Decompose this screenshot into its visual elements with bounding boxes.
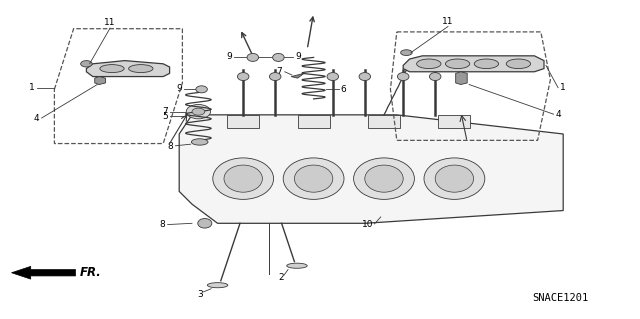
- Text: 7: 7: [276, 67, 282, 76]
- Text: 4: 4: [556, 110, 561, 119]
- FancyBboxPatch shape: [298, 115, 330, 128]
- Text: 9: 9: [296, 52, 301, 61]
- Ellipse shape: [354, 158, 415, 199]
- Polygon shape: [291, 73, 304, 78]
- Text: 8: 8: [167, 142, 173, 151]
- Text: 11: 11: [104, 18, 116, 27]
- Ellipse shape: [327, 73, 339, 81]
- Ellipse shape: [445, 59, 470, 69]
- Ellipse shape: [129, 64, 153, 73]
- Ellipse shape: [294, 165, 333, 192]
- Ellipse shape: [81, 61, 92, 67]
- Text: 9: 9: [177, 84, 182, 93]
- Polygon shape: [86, 61, 170, 77]
- Polygon shape: [95, 77, 106, 85]
- FancyBboxPatch shape: [438, 115, 470, 128]
- Ellipse shape: [207, 283, 228, 288]
- Text: 1: 1: [29, 83, 35, 92]
- Text: 9: 9: [226, 52, 232, 61]
- Ellipse shape: [429, 73, 441, 81]
- Ellipse shape: [284, 158, 344, 199]
- Ellipse shape: [237, 73, 249, 81]
- Ellipse shape: [474, 59, 499, 69]
- Text: SNACE1201: SNACE1201: [532, 293, 589, 303]
- Text: 7: 7: [162, 107, 168, 116]
- Text: 3: 3: [198, 290, 203, 299]
- Ellipse shape: [186, 104, 211, 119]
- Polygon shape: [12, 266, 76, 279]
- Text: 1: 1: [560, 83, 566, 92]
- Text: 11: 11: [442, 17, 454, 26]
- Text: 10: 10: [362, 220, 374, 229]
- Text: 8: 8: [159, 220, 165, 229]
- Ellipse shape: [435, 165, 474, 192]
- Ellipse shape: [212, 158, 274, 199]
- Ellipse shape: [100, 64, 124, 73]
- Ellipse shape: [191, 139, 208, 145]
- Ellipse shape: [196, 86, 207, 93]
- Polygon shape: [456, 72, 467, 85]
- Ellipse shape: [401, 50, 412, 56]
- Text: 6: 6: [340, 85, 346, 94]
- Ellipse shape: [269, 73, 281, 81]
- Text: 2: 2: [279, 273, 284, 282]
- Text: FR.: FR.: [80, 266, 102, 278]
- Text: 4: 4: [34, 114, 40, 122]
- Text: 5: 5: [162, 112, 168, 121]
- Ellipse shape: [365, 165, 403, 192]
- Ellipse shape: [198, 219, 212, 228]
- Ellipse shape: [506, 59, 531, 69]
- Ellipse shape: [224, 165, 262, 192]
- FancyBboxPatch shape: [368, 115, 400, 128]
- Ellipse shape: [247, 54, 259, 62]
- Ellipse shape: [397, 73, 409, 81]
- Ellipse shape: [287, 263, 307, 268]
- Ellipse shape: [417, 59, 441, 69]
- Ellipse shape: [273, 54, 284, 62]
- Polygon shape: [403, 56, 544, 72]
- Ellipse shape: [192, 108, 205, 115]
- Polygon shape: [179, 115, 563, 223]
- Ellipse shape: [359, 73, 371, 81]
- Ellipse shape: [424, 158, 485, 199]
- FancyBboxPatch shape: [227, 115, 259, 128]
